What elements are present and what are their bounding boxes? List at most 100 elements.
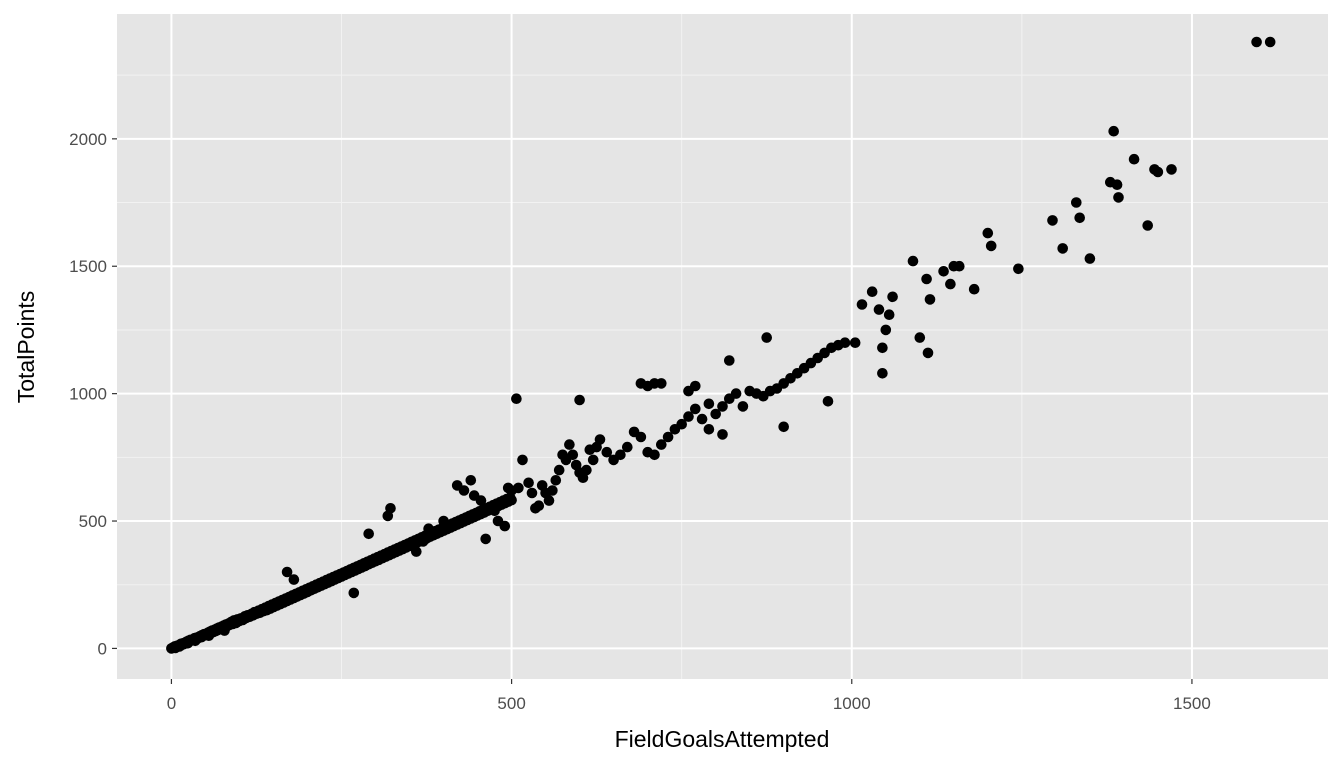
data-point — [649, 449, 660, 461]
y-tick-label: 1500 — [69, 257, 107, 276]
data-point — [938, 266, 949, 277]
data-point — [526, 487, 538, 499]
data-point — [1084, 253, 1096, 264]
data-point — [710, 408, 721, 420]
data-point — [385, 503, 396, 514]
data-point — [635, 431, 647, 443]
y-tick-label: 1000 — [69, 385, 107, 404]
data-point — [564, 439, 575, 450]
data-point — [1071, 197, 1082, 208]
data-point — [489, 505, 500, 517]
data-point — [1251, 36, 1262, 48]
data-point — [880, 324, 892, 336]
data-point — [411, 546, 422, 557]
data-point — [550, 475, 562, 486]
data-point — [622, 441, 633, 453]
data-point — [866, 286, 878, 298]
data-point — [465, 475, 477, 486]
data-point — [717, 401, 728, 412]
data-point — [945, 278, 956, 290]
data-point — [397, 541, 409, 552]
data-point — [907, 255, 919, 267]
x-axis-title: FieldGoalsAttempted — [615, 726, 830, 752]
data-point — [954, 260, 965, 272]
data-point — [601, 446, 613, 458]
data-point — [594, 434, 606, 445]
data-point — [363, 528, 375, 540]
data-point — [690, 403, 701, 415]
data-point — [856, 299, 868, 310]
data-point — [615, 449, 626, 461]
data-point — [288, 574, 300, 585]
data-point — [581, 464, 592, 476]
data-point — [717, 429, 728, 440]
data-point — [533, 500, 545, 512]
data-point — [1074, 212, 1085, 224]
data-point — [761, 332, 772, 343]
data-point — [985, 240, 997, 252]
data-point — [348, 587, 360, 599]
panel-background — [117, 14, 1328, 679]
data-point — [506, 494, 517, 506]
data-point — [281, 566, 293, 578]
data-point — [499, 520, 511, 532]
data-point — [737, 401, 749, 412]
x-tick-label: 1000 — [833, 694, 871, 713]
data-point — [417, 536, 429, 547]
data-point — [656, 378, 667, 389]
data-point — [1166, 164, 1177, 175]
data-point — [553, 464, 565, 476]
data-points — [166, 36, 1276, 654]
data-point — [683, 411, 694, 422]
data-point — [438, 515, 449, 527]
data-point — [873, 304, 885, 315]
data-point — [523, 477, 534, 489]
data-point — [423, 523, 434, 534]
data-point — [849, 337, 861, 349]
data-point — [1108, 125, 1119, 137]
data-point — [839, 337, 851, 349]
data-point — [877, 342, 888, 354]
data-point — [574, 394, 585, 406]
data-point — [676, 418, 687, 430]
data-point — [1111, 179, 1123, 190]
data-point — [543, 495, 555, 506]
data-point — [1152, 166, 1164, 178]
x-tick-label: 1500 — [1173, 694, 1211, 713]
y-tick-label: 0 — [98, 639, 107, 658]
data-point — [662, 431, 674, 443]
data-point — [458, 485, 470, 496]
data-point — [513, 482, 524, 494]
data-point — [982, 227, 994, 239]
data-point — [924, 294, 936, 305]
data-point — [656, 439, 667, 450]
data-point — [547, 485, 558, 496]
y-axis-ticks: 0 500 1000 1500 2000 — [69, 130, 117, 658]
data-point — [968, 283, 980, 295]
data-point — [1047, 215, 1058, 226]
data-point — [1128, 153, 1140, 165]
data-point — [703, 398, 715, 410]
x-tick-label: 0 — [167, 694, 176, 713]
data-point — [511, 393, 522, 405]
data-point — [703, 424, 715, 435]
y-tick-label: 2000 — [69, 130, 107, 149]
data-point — [480, 533, 492, 545]
y-tick-label: 500 — [79, 512, 107, 531]
data-point — [567, 449, 579, 461]
data-point — [1264, 36, 1276, 48]
data-point — [822, 396, 834, 407]
data-point — [877, 368, 888, 379]
data-point — [883, 309, 895, 321]
data-point — [887, 291, 898, 303]
data-point — [587, 454, 599, 466]
data-point — [690, 380, 701, 392]
y-axis-title: TotalPoints — [13, 291, 39, 404]
data-point — [475, 495, 487, 506]
data-point — [1142, 220, 1153, 231]
data-point — [921, 273, 932, 285]
x-tick-label: 500 — [497, 694, 525, 713]
data-point — [696, 413, 708, 425]
x-axis-ticks: 0 500 1000 1500 — [167, 679, 1211, 713]
